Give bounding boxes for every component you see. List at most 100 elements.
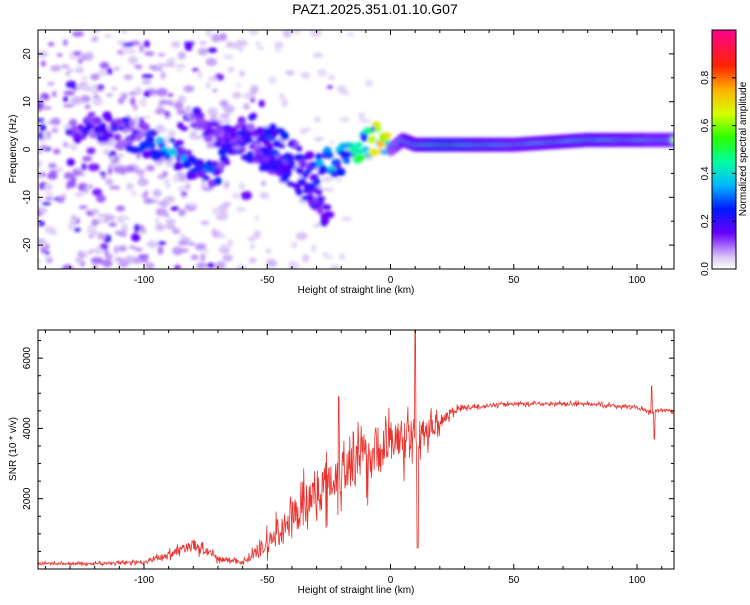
- diagonal-band-blob: [305, 194, 316, 201]
- noise-blob: [183, 85, 195, 93]
- noise-blob: [73, 227, 81, 232]
- diagonal-band-blob: [307, 187, 315, 192]
- noise-blob: [63, 90, 76, 96]
- noise-blob: [139, 97, 147, 107]
- noise-blob: [172, 174, 180, 183]
- noise-blob: [122, 42, 134, 47]
- ridge-blob: [113, 133, 122, 141]
- ridge-blob: [100, 126, 108, 136]
- colorbar-tick-label: 0.6: [700, 118, 711, 132]
- noise-blob: [101, 259, 113, 268]
- noise-blob: [322, 255, 335, 259]
- diagonal-band-blob: [195, 118, 207, 126]
- noise-blob: [205, 57, 217, 67]
- noise-blob: [140, 256, 149, 263]
- ridge-blob: [147, 141, 156, 150]
- noise-blob: [239, 70, 245, 77]
- noise-blob: [72, 31, 84, 37]
- noise-blob: [208, 76, 218, 82]
- noise-blob: [156, 88, 168, 97]
- noise-blob: [310, 30, 322, 38]
- noise-blob: [211, 33, 222, 43]
- noise-blob: [43, 183, 53, 191]
- noise-blob: [219, 113, 231, 118]
- ridge-blob: [184, 149, 193, 156]
- noise-blob: [170, 206, 180, 211]
- ridge-core: [670, 137, 674, 142]
- noise-blob: [56, 53, 63, 57]
- ridge-blob: [245, 123, 256, 132]
- colorbar-tick-label: 0.4: [700, 166, 711, 180]
- ridge-blob: [381, 132, 392, 140]
- noise-blob: [99, 61, 110, 70]
- noise-blob: [125, 182, 134, 191]
- ridge-blob: [355, 148, 365, 155]
- noise-blob: [177, 51, 187, 60]
- noise-blob: [168, 93, 174, 97]
- noise-blob: [118, 231, 126, 237]
- noise-blob: [63, 141, 68, 148]
- noise-blob: [227, 66, 235, 73]
- noise-blob: [222, 254, 233, 262]
- noise-blob: [145, 164, 155, 172]
- ridge-blob: [253, 142, 263, 149]
- noise-blob: [85, 51, 94, 61]
- noise-blob: [157, 245, 164, 255]
- noise-blob: [133, 104, 138, 111]
- noise-blob: [82, 155, 93, 162]
- y-tick-label: -10: [22, 190, 33, 205]
- colorbar-tick-label: 0.0: [700, 262, 711, 276]
- noise-blob: [38, 259, 42, 264]
- noise-blob: [341, 216, 352, 221]
- noise-blob: [130, 190, 138, 197]
- x-tick-label: -50: [260, 275, 275, 286]
- noise-blob: [187, 202, 198, 207]
- noise-blob: [96, 194, 106, 203]
- noise-blob: [216, 234, 227, 239]
- noise-blob: [314, 116, 321, 123]
- noise-blob: [183, 237, 191, 242]
- noise-blob: [47, 81, 55, 86]
- noise-blob: [200, 220, 210, 225]
- ridge-blob: [84, 115, 94, 123]
- noise-blob: [52, 90, 57, 98]
- noise-blob: [130, 233, 141, 242]
- noise-blob: [38, 220, 45, 227]
- noise-blob: [157, 241, 167, 246]
- noise-blob: [207, 107, 218, 116]
- noise-blob: [176, 69, 182, 73]
- ridge-blob: [278, 143, 286, 149]
- noise-blob: [106, 67, 113, 75]
- noise-blob: [62, 39, 68, 46]
- noise-blob: [105, 93, 114, 97]
- ridge-blob: [144, 131, 152, 138]
- noise-blob: [232, 92, 242, 99]
- snr-frame: [37, 329, 675, 570]
- noise-blob: [260, 180, 267, 187]
- noise-blob: [223, 180, 230, 189]
- y-tick-label: 6000: [22, 347, 33, 370]
- ridge-blob: [293, 141, 300, 147]
- noise-blob: [212, 88, 218, 93]
- noise-blob: [253, 230, 261, 239]
- noise-blob: [273, 41, 284, 49]
- noise-blob: [197, 71, 203, 79]
- noise-blob: [219, 99, 229, 107]
- ridge-blob: [154, 152, 163, 160]
- y-tick-label: 20: [22, 48, 33, 60]
- ridge-blob: [237, 116, 246, 125]
- noise-blob: [243, 103, 250, 110]
- ridge-blob: [249, 112, 258, 119]
- diagonal-band-blob: [297, 178, 307, 186]
- noise-blob: [311, 244, 317, 253]
- diagonal-band-blob: [281, 173, 291, 179]
- spectrogram-heatmap: [38, 30, 674, 269]
- ridge-blob: [268, 123, 277, 132]
- noise-blob: [53, 148, 61, 155]
- noise-blob: [64, 172, 74, 179]
- diagonal-band-blob: [320, 217, 330, 225]
- noise-blob: [222, 201, 232, 207]
- noise-blob: [279, 93, 285, 100]
- noise-blob: [337, 85, 347, 94]
